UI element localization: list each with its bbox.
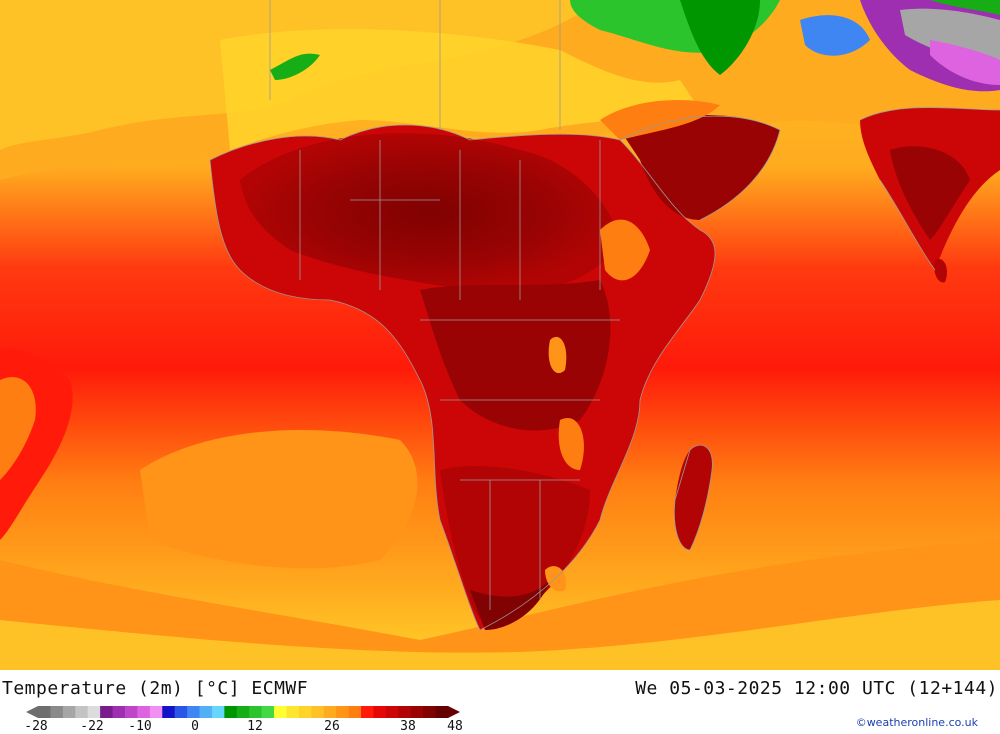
legend-swatch [423, 706, 437, 718]
south-yellow-band [0, 600, 1000, 670]
legend-swatch [38, 706, 51, 718]
legend-swatch [361, 706, 374, 718]
legend-tick-label: -22 [80, 719, 104, 734]
map-title: Temperature (2m) [°C] ECMWF [2, 678, 309, 699]
legend-swatch [75, 706, 89, 718]
legend-swatch [87, 706, 101, 718]
arabia-land [620, 115, 780, 220]
legend-swatch [298, 706, 312, 718]
legend-swatch [398, 706, 412, 718]
legend-tick-label: 26 [324, 719, 340, 734]
legend-swatch [162, 706, 176, 718]
legend-swatch [410, 706, 424, 718]
legend-swatch [50, 706, 64, 718]
south-atlantic-pocket [140, 430, 418, 569]
sri-lanka [934, 259, 947, 283]
legend-swatches [26, 706, 460, 718]
iran-blue [800, 15, 870, 56]
legend-swatch [62, 706, 76, 718]
legend-swatch [249, 706, 263, 718]
legend-swatch [261, 706, 275, 718]
legend-swatch [373, 706, 387, 718]
arabia-coast [600, 100, 720, 140]
mediterranean-green [270, 53, 320, 80]
brazil-orange-patch [0, 376, 36, 480]
legend-arrow-left [26, 706, 38, 718]
legend-swatch [323, 706, 337, 718]
legend-swatch [100, 706, 114, 718]
southern-africa [440, 466, 590, 625]
legend-swatch [435, 706, 449, 718]
legend-swatch [149, 706, 163, 718]
legend-swatch [336, 706, 350, 718]
legend-tick-label: -10 [128, 719, 152, 734]
legend-arrow-right [448, 706, 460, 718]
legend-swatch [274, 706, 287, 718]
temperature-map [0, 0, 1000, 670]
rift-valley-patch [548, 336, 567, 374]
india-core [890, 146, 970, 240]
credit-link[interactable]: ©weatheronline.co.uk [855, 716, 978, 729]
legend-swatch [187, 706, 201, 718]
ethiopia-highlands [600, 219, 650, 281]
sahel-heat-core [240, 133, 620, 293]
tibet-grey [900, 8, 1000, 61]
legend-tick-label: 48 [447, 719, 463, 734]
caucasus-green [680, 0, 760, 75]
legend-swatch [385, 706, 399, 718]
legend-swatch [211, 706, 225, 718]
legend-swatch [174, 706, 188, 718]
legend-swatch [311, 706, 325, 718]
legend-tick-label: 0 [191, 719, 199, 734]
legend-swatch [199, 706, 213, 718]
tibet-magenta [930, 40, 1000, 85]
south-africa-tip [470, 580, 550, 630]
central-africa-core [420, 280, 611, 431]
legend-tick-label: 38 [400, 719, 416, 734]
legend-tick-label: 12 [247, 719, 263, 734]
legend-swatch [112, 706, 126, 718]
legend-swatch [124, 706, 138, 718]
legend-swatch [137, 706, 151, 718]
map-datetime: We 05-03-2025 12:00 UTC (12+144) [635, 678, 998, 699]
legend-tick-label: -28 [24, 719, 48, 734]
lakes-patch [558, 418, 584, 470]
legend-swatch [236, 706, 250, 718]
sahara-light [220, 29, 700, 151]
asia-green-north [930, 0, 1000, 15]
country-borders [209, 0, 1000, 631]
legend-swatch [348, 706, 362, 718]
color-legend [26, 706, 460, 718]
legend-swatch [286, 706, 300, 718]
legend-swatch [224, 706, 238, 718]
footer-bar [0, 670, 1000, 733]
